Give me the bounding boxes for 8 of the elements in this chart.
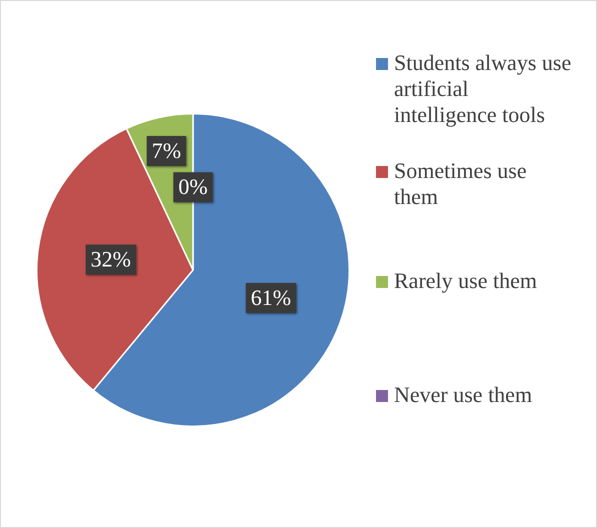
data-label: 61% (250, 284, 292, 310)
text: 0% (178, 174, 208, 199)
legend-label: Never use them (394, 382, 532, 408)
legend-label: Rarely use them (394, 268, 537, 294)
data-label: 32% (90, 246, 132, 272)
legend-label: Sometimes use them (394, 158, 528, 210)
data-label: 7% (152, 138, 182, 163)
legend-label: Students always use artificial intelligence tools (394, 50, 572, 128)
